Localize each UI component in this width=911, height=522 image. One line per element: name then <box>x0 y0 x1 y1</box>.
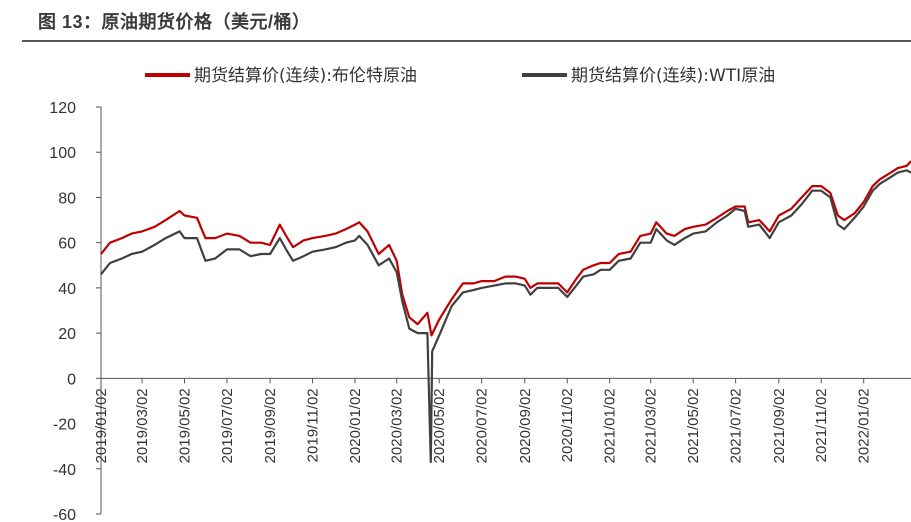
title-divider <box>22 40 911 42</box>
chart-legend: 期货结算价(连续):布伦特原油 期货结算价(连续):WTI原油 <box>145 66 775 86</box>
x-tick-label: 2021/09/02 <box>771 388 788 463</box>
y-axis: 120 100 80 60 40 20 0 -20 -40 -60 <box>49 100 102 522</box>
x-tick-label: 2020/07/02 <box>474 388 491 463</box>
x-tick-label: 2021/03/02 <box>643 388 660 463</box>
y-tick-label: -60 <box>53 507 76 522</box>
x-tick-label: 2019/01/02 <box>93 388 110 463</box>
x-tick-label: 2020/09/02 <box>517 388 534 463</box>
x-tick-label: 2020/05/02 <box>431 388 448 463</box>
x-axis: 2019/01/02 2019/03/02 2019/05/02 2019/07/02… <box>93 377 911 463</box>
series-line-wti <box>100 169 911 464</box>
y-tick-label: 60 <box>58 236 76 253</box>
x-tick-label: 2021/05/02 <box>685 388 702 463</box>
x-tick-label: 2019/09/02 <box>262 388 279 463</box>
legend-label-wti: 期货结算价(连续):WTI原油 <box>571 66 775 86</box>
series-group <box>100 160 911 464</box>
y-tick-label: 0 <box>67 371 76 388</box>
x-tick-label: 2020/01/02 <box>347 388 364 463</box>
chart-title: 图 13：原油期货价格（美元/桶） <box>38 12 311 32</box>
x-tick-label: 2022/01/02 <box>856 388 873 463</box>
legend-label-brent: 期货结算价(连续):布伦特原油 <box>194 66 417 86</box>
x-tick-label: 2019/11/02 <box>305 388 322 462</box>
y-tick-label: 120 <box>49 100 76 117</box>
y-tick-label: 80 <box>58 190 76 207</box>
x-tick-label: 2021/07/02 <box>728 388 745 463</box>
y-tick-label: -20 <box>53 417 76 434</box>
series-line-brent <box>100 160 911 337</box>
y-tick-label: 40 <box>58 281 76 298</box>
x-tick-label: 2021/11/02 <box>813 388 830 462</box>
x-tick-label: 2020/11/02 <box>559 388 576 462</box>
x-tick-label: 2020/03/02 <box>389 388 406 463</box>
x-tick-label: 2019/05/02 <box>177 388 194 463</box>
y-tick-label: 100 <box>49 145 76 162</box>
x-tick-label: 2019/03/02 <box>134 388 151 463</box>
y-tick-label: 20 <box>58 326 76 343</box>
x-tick-label: 2019/07/02 <box>219 388 236 463</box>
x-tick-label: 2021/01/02 <box>602 388 619 463</box>
y-tick-label: -40 <box>53 462 76 479</box>
